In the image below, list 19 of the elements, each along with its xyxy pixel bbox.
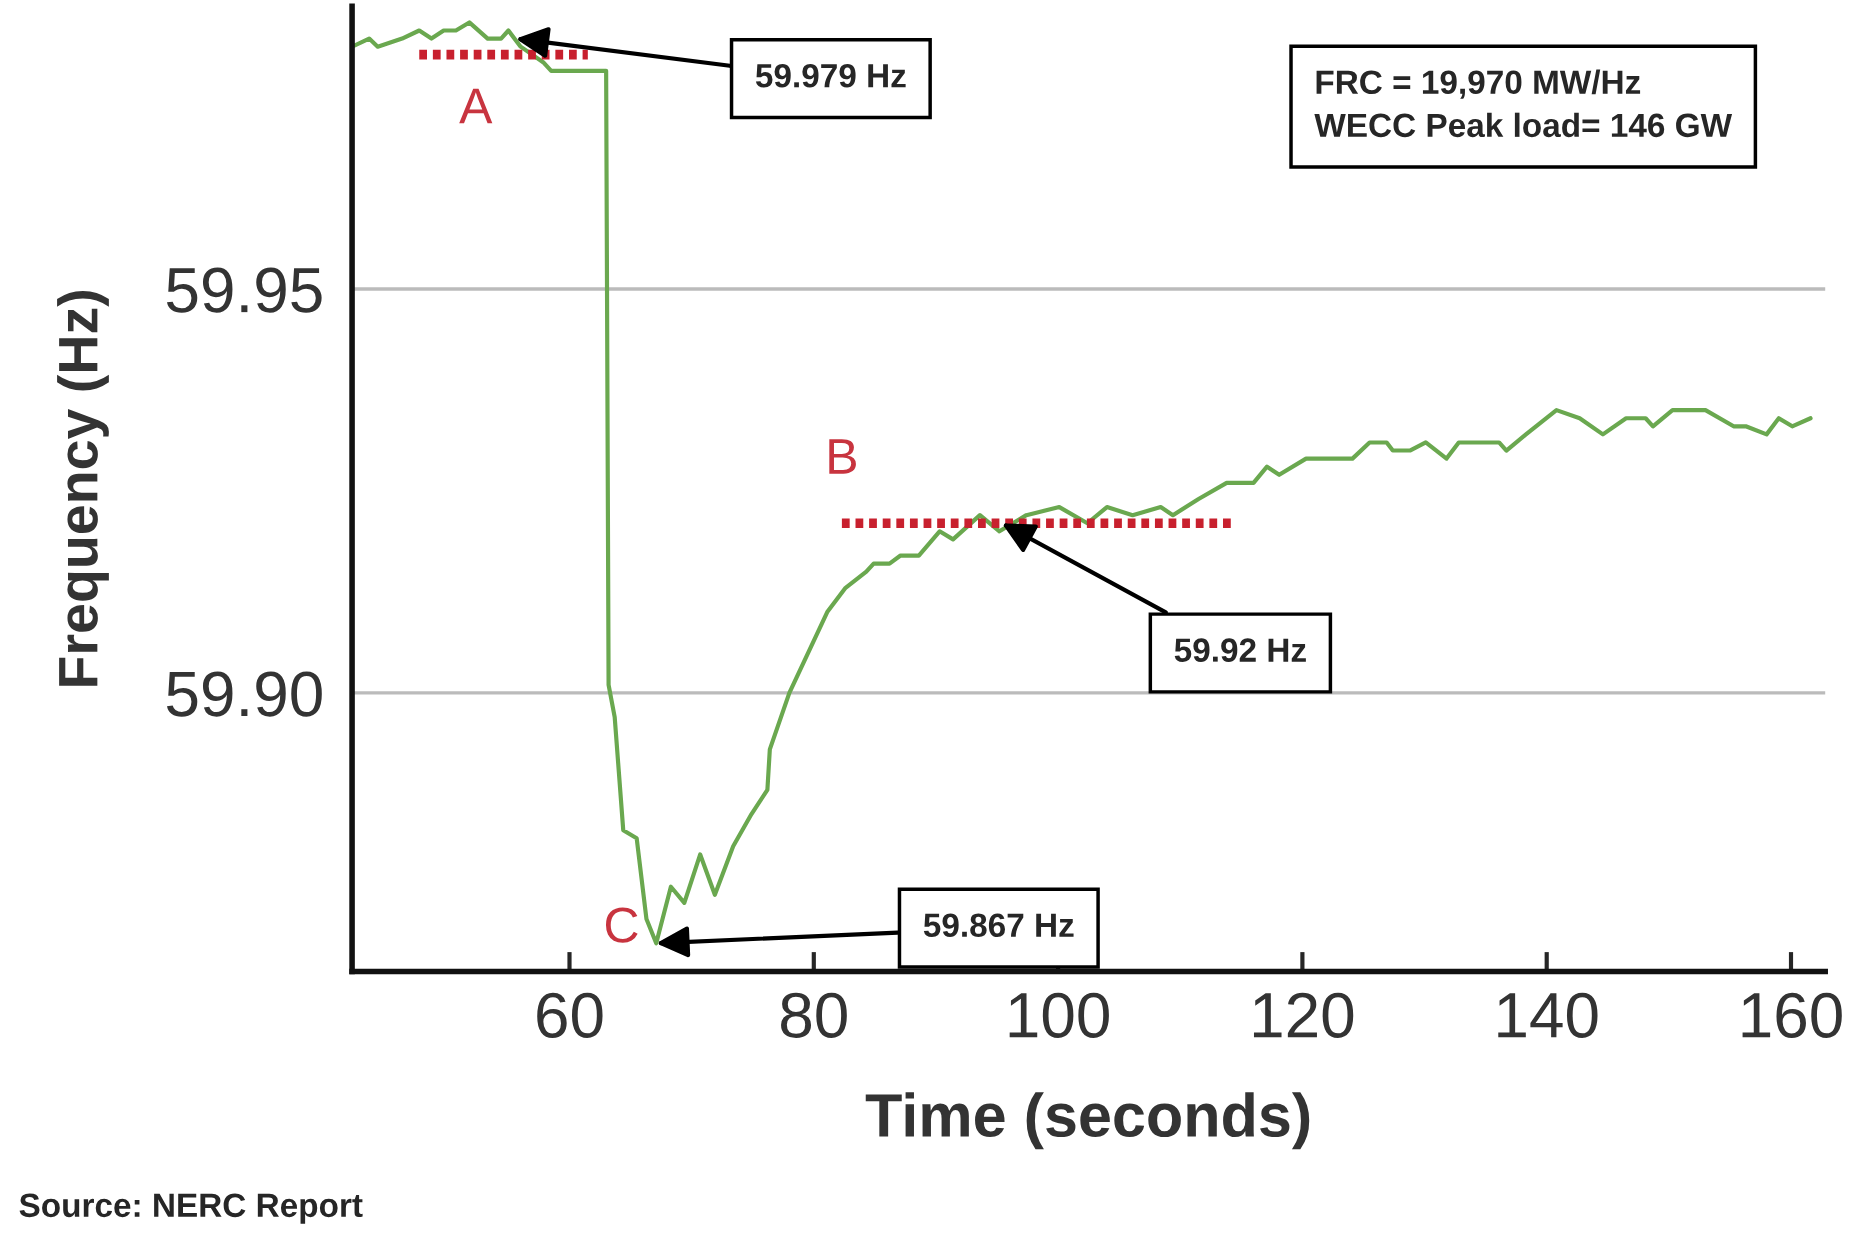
line-series — [352, 20, 1813, 946]
x-tick-label: 80 — [781, 992, 847, 1038]
x-tick-label: 100 — [1009, 992, 1109, 1038]
annotation: FRC = 19,970 MW/Hz WECC Peak load= 146 GW — [1314, 69, 1733, 138]
x-tick-label: 160 — [1742, 992, 1842, 1038]
annotation: 59.92 Hz — [1174, 638, 1306, 662]
source-note: Source: NERC Report — [19, 1193, 363, 1224]
y-axis-title: Frequency (Hz) — [57, 291, 109, 686]
annotation: 59.979 Hz — [755, 64, 906, 88]
x-tick-label: 140 — [1498, 992, 1598, 1038]
annotation: C — [605, 907, 638, 943]
y-tick-label: 59.90 — [166, 671, 322, 717]
x-axis-title: Time (seconds) — [865, 1092, 1310, 1150]
annotation: B — [829, 439, 856, 474]
annotation: A — [459, 88, 493, 124]
annotation: 59.867 Hz — [923, 913, 1074, 938]
x-tick-label: 120 — [1253, 992, 1354, 1038]
x-tick-label: 60 — [537, 992, 603, 1038]
y-tick-label: 59.95 — [166, 267, 322, 313]
